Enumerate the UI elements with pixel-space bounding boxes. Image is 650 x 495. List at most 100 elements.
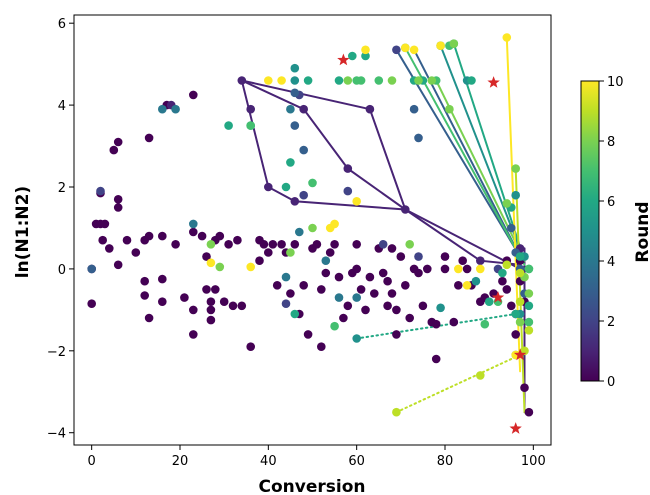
data-point — [502, 199, 512, 208]
data-point — [259, 240, 269, 249]
data-point — [308, 223, 317, 233]
data-point — [454, 281, 463, 290]
data-point — [445, 104, 454, 114]
data-point — [334, 293, 344, 302]
data-point — [286, 289, 295, 298]
data-point — [427, 76, 437, 85]
star-marker — [487, 76, 500, 88]
data-point — [206, 297, 216, 307]
data-point — [206, 315, 216, 325]
colorbar-tick-label: 10 — [607, 75, 624, 90]
data-point — [392, 330, 401, 339]
data-point — [290, 63, 300, 73]
star-marker — [513, 348, 527, 361]
data-point — [405, 313, 415, 323]
data-point — [325, 248, 335, 257]
data-point — [370, 289, 379, 298]
data-point — [343, 186, 353, 196]
data-point — [502, 285, 512, 294]
data-point — [299, 104, 309, 114]
data-point — [334, 272, 344, 282]
data-point — [189, 305, 198, 315]
data-point — [462, 281, 472, 290]
data-point — [343, 301, 353, 311]
data-point — [144, 133, 154, 143]
data-point — [352, 264, 362, 274]
data-point — [401, 43, 410, 53]
data-point — [281, 272, 291, 282]
data-point — [378, 240, 388, 249]
trajectory-lines — [240, 36, 526, 414]
data-point — [113, 137, 123, 147]
data-point — [356, 76, 366, 85]
data-point — [113, 260, 123, 270]
data-point — [100, 219, 110, 229]
data-point — [462, 264, 472, 274]
data-point — [511, 309, 520, 319]
data-point — [290, 197, 300, 206]
data-point — [454, 264, 463, 274]
trajectory-line — [395, 353, 522, 414]
data-points — [87, 33, 534, 417]
data-point — [524, 264, 534, 274]
data-point — [498, 268, 507, 278]
star-marker — [491, 291, 505, 303]
data-point — [237, 76, 247, 85]
x-tick-label: 100 — [521, 454, 546, 469]
data-point — [436, 41, 445, 50]
data-point — [206, 305, 216, 315]
data-point — [189, 227, 198, 237]
x-tick-label: 60 — [348, 454, 365, 469]
data-point — [339, 313, 348, 323]
data-point — [158, 297, 167, 307]
data-point — [467, 76, 476, 85]
trajectory-line — [240, 79, 407, 211]
data-point — [299, 145, 309, 155]
data-point — [264, 248, 273, 257]
data-point — [511, 164, 520, 173]
data-point — [476, 371, 485, 380]
data-point — [343, 164, 353, 173]
y-tick-label: 0 — [58, 263, 66, 278]
data-point — [233, 235, 242, 245]
data-point — [476, 264, 485, 274]
data-point — [401, 205, 410, 214]
data-point — [352, 293, 362, 302]
data-point — [414, 76, 423, 85]
data-point — [515, 252, 525, 261]
data-point — [440, 252, 450, 261]
star-marker — [337, 53, 350, 66]
data-point — [202, 285, 211, 294]
data-point — [374, 76, 384, 85]
data-point — [105, 244, 114, 253]
data-point — [144, 313, 154, 323]
data-point — [299, 190, 309, 200]
data-point — [418, 301, 428, 311]
data-point — [109, 145, 119, 155]
data-point — [299, 281, 309, 290]
data-point — [515, 317, 525, 327]
data-point — [272, 281, 282, 290]
data-point — [449, 317, 459, 327]
data-point — [295, 227, 304, 237]
data-point — [268, 240, 278, 249]
colorbar-tick-label: 2 — [607, 315, 615, 330]
data-point — [414, 268, 423, 278]
data-point — [383, 276, 392, 286]
data-point — [87, 299, 96, 309]
data-point — [144, 231, 154, 241]
data-point — [507, 301, 516, 311]
data-point — [246, 121, 255, 130]
data-point — [303, 330, 313, 339]
data-point — [361, 305, 370, 315]
data-point — [330, 321, 339, 331]
data-point — [140, 291, 149, 300]
data-point — [206, 240, 216, 249]
data-point — [502, 260, 512, 270]
data-point — [387, 289, 397, 298]
data-point — [423, 264, 432, 274]
data-point — [361, 51, 370, 61]
data-point — [286, 248, 295, 257]
data-point — [515, 268, 525, 278]
data-point — [113, 195, 123, 204]
